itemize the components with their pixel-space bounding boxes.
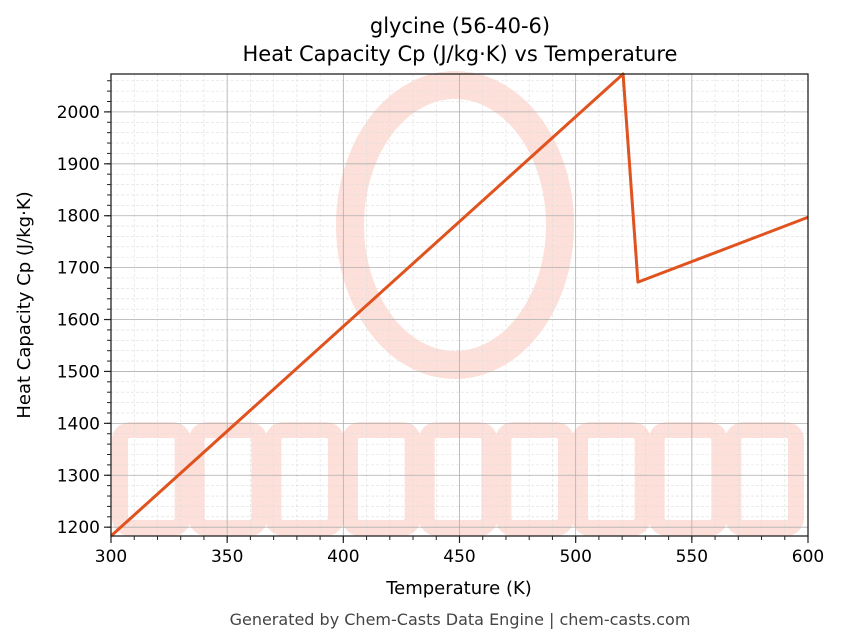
x-tick-label: 600 (792, 547, 824, 567)
y-tick-label: 1200 (57, 518, 100, 538)
y-tick-label: 1300 (57, 466, 100, 486)
footer-credit: Generated by Chem-Casts Data Engine | ch… (230, 610, 691, 629)
y-tick-label: 1900 (57, 155, 100, 175)
series-line (109, 72, 809, 538)
series-layer (109, 72, 809, 538)
watermark-letter-shape (418, 422, 498, 536)
y-tick-label: 1600 (57, 311, 100, 331)
chart-subtitle: Heat Capacity Cp (J/kg·K) vs Temperature (243, 42, 678, 66)
chart-title: glycine (56-40-6) (370, 14, 550, 38)
x-tick-label: 450 (443, 547, 475, 567)
y-tick-label: 1800 (57, 207, 100, 227)
watermark-letters (112, 422, 804, 536)
watermark-letter-shape (648, 422, 728, 536)
y-tick-label: 2000 (57, 103, 100, 123)
x-axis-label: Temperature (K) (385, 578, 532, 599)
x-tick-label: 350 (211, 547, 243, 567)
ticks: 300 350 400 450 500 550 600 1200 1300 1400 1500 160… (57, 80, 824, 567)
watermark-letter-shape (572, 422, 651, 536)
watermark-ring (336, 71, 574, 379)
y-tick-label: 1400 (57, 414, 100, 434)
y-tick-label: 1500 (57, 362, 100, 382)
y-tick-label: 1700 (57, 259, 100, 279)
watermark-letter-shape (342, 422, 421, 536)
watermark-letter-shape (188, 422, 268, 536)
watermark-letter-shape (112, 422, 191, 536)
y-axis-label: Heat Capacity Cp (J/kg·K) (14, 191, 35, 418)
watermark-letter-shape (495, 422, 575, 536)
watermark-letter-shape (265, 422, 345, 536)
x-tick-label: 550 (676, 547, 708, 567)
watermark-logo (112, 71, 804, 536)
x-tick-label: 300 (95, 547, 127, 567)
watermark-letter-shape (725, 422, 804, 536)
x-tick-label: 400 (327, 547, 359, 567)
x-tick-label: 500 (559, 547, 591, 567)
